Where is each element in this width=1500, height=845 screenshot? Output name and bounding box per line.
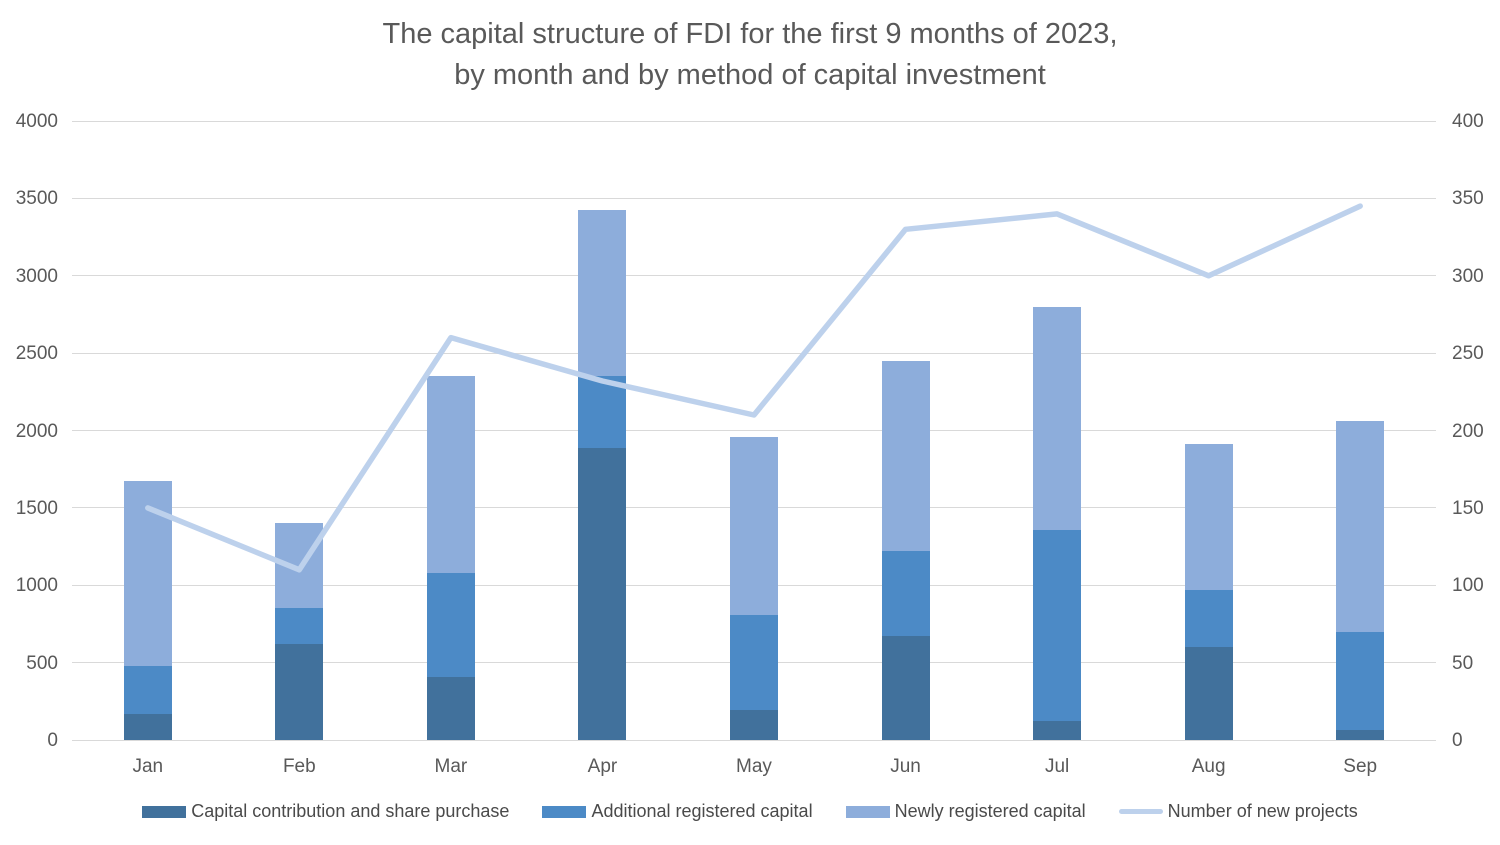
right-axis-tick-label: 300	[1452, 265, 1484, 287]
right-axis-tick-label: 50	[1452, 652, 1474, 674]
left-axis-tick-label: 0	[47, 730, 58, 751]
left-axis-tick-label: 1500	[15, 497, 58, 519]
gridline	[72, 430, 1436, 431]
chart-title-line1: The capital structure of FDI for the fir…	[382, 18, 1118, 50]
bar-segment-additional-registered	[275, 608, 324, 645]
legend-item-label: Number of new projects	[1167, 801, 1358, 821]
legend-item-label: Additional registered capital	[591, 801, 813, 821]
x-axis-category-label: Mar	[434, 756, 468, 777]
x-axis-line	[72, 739, 1436, 741]
x-axis-category-label: Jan	[132, 756, 164, 777]
legend-item: Capital contribution and share purchase	[142, 801, 509, 822]
bar-segment-additional-registered	[578, 376, 627, 448]
left-axis-tick-label: 500	[26, 652, 58, 674]
bar-segment-newly-registered	[578, 209, 627, 377]
bar-segment-additional-registered	[123, 666, 172, 714]
bar-segment-newly-registered	[1033, 306, 1082, 530]
legend-item-label: Newly registered capital	[894, 801, 1086, 821]
left-axis-tick-label: 4000	[15, 111, 58, 132]
bar-segment-newly-registered	[1336, 421, 1385, 632]
x-axis-category-label: Aug	[1191, 756, 1226, 777]
gridline	[72, 197, 1436, 199]
bar-segment-capital-contribution	[1184, 647, 1233, 740]
right-axis-tick-label: 150	[1452, 497, 1484, 519]
bar-segment-capital-contribution	[123, 713, 172, 740]
left-axis-tick-label: 3000	[15, 265, 58, 287]
legend-item: Newly registered capital	[845, 801, 1086, 822]
gridline	[72, 352, 1436, 354]
bar-segment-newly-registered	[730, 436, 778, 615]
x-axis-category-label: Jun	[890, 756, 921, 777]
bar-segment-capital-contribution	[1033, 721, 1082, 740]
legend-bar-swatch-icon	[845, 805, 890, 818]
right-axis-tick-label: 200	[1452, 420, 1484, 442]
bar-segment-additional-registered	[1033, 529, 1082, 722]
chart-title-line2: by month and by method of capital invest…	[454, 59, 1046, 91]
bar-segment-newly-registered	[1184, 444, 1233, 590]
gridline	[72, 120, 1436, 122]
bar-segment-newly-registered	[123, 480, 172, 667]
bar-segment-capital-contribution	[881, 636, 930, 740]
bar-segment-additional-registered	[730, 614, 778, 710]
legend-line-swatch-icon	[1118, 809, 1163, 814]
x-axis-category-label: Feb	[282, 756, 316, 777]
bar-segment-capital-contribution	[275, 644, 324, 740]
bar-segment-additional-registered	[1184, 589, 1233, 648]
legend: Capital contribution and share purchase A…	[0, 801, 1500, 822]
legend-item: Additional registered capital	[542, 801, 813, 822]
bar-segment-newly-registered	[426, 376, 475, 573]
bar-segment-capital-contribution	[1336, 729, 1385, 740]
bar-segment-capital-contribution	[730, 709, 778, 740]
left-axis-tick-label: 3500	[15, 188, 58, 210]
right-axis-tick-label: 0	[1452, 730, 1463, 751]
x-axis-category-label: Jul	[1044, 756, 1070, 777]
legend-item-label: Capital contribution and share purchase	[191, 801, 510, 821]
bar-segment-additional-registered	[881, 551, 930, 637]
right-axis-tick-label: 250	[1452, 343, 1484, 365]
x-axis-category-label: May	[736, 756, 772, 777]
legend-bar-swatch-icon	[542, 805, 587, 818]
right-axis-tick-label: 100	[1452, 575, 1484, 597]
bar-segment-newly-registered	[275, 523, 324, 609]
bar-segment-newly-registered	[881, 360, 930, 552]
bar-segment-capital-contribution	[578, 447, 627, 740]
bar-segment-additional-registered	[426, 572, 475, 677]
x-axis-category-label: Sep	[1343, 756, 1378, 777]
legend-item: Number of new projects	[1118, 801, 1358, 822]
bar-segment-additional-registered	[1336, 631, 1385, 730]
x-axis-category-label: Apr	[587, 756, 618, 777]
right-axis-tick-label: 350	[1452, 188, 1484, 210]
bar-segment-capital-contribution	[426, 676, 475, 740]
gridline	[72, 275, 1436, 277]
left-axis-tick-label: 1000	[15, 575, 58, 597]
left-axis-tick-label: 2000	[15, 420, 58, 442]
legend-bar-swatch-icon	[142, 805, 187, 818]
left-axis-tick-label: 2500	[15, 343, 58, 365]
chart-title: The capital structure of FDI for the fir…	[0, 14, 1500, 96]
right-axis-tick-label: 400	[1452, 111, 1484, 132]
